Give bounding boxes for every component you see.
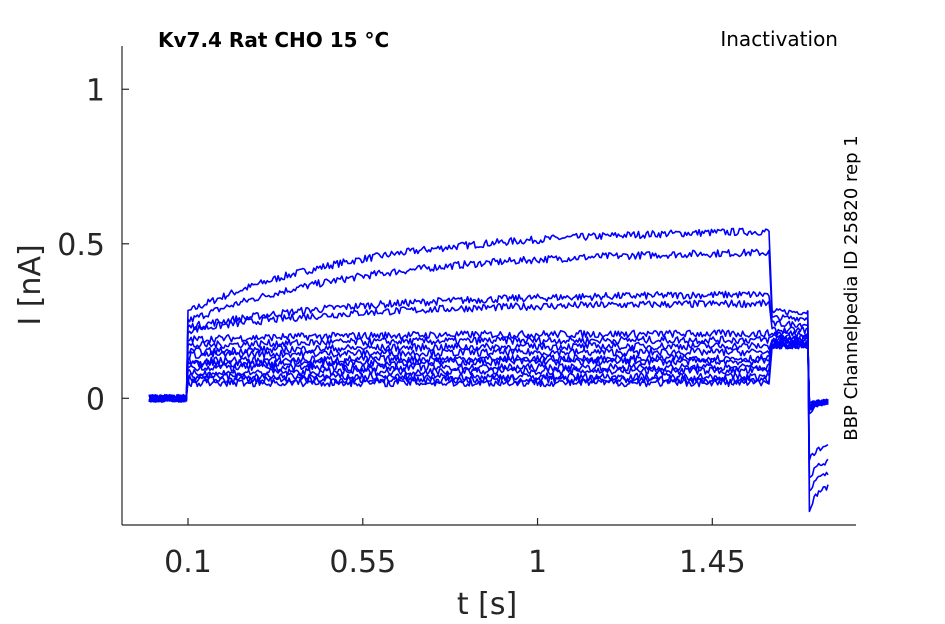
y-tick-label: 0 <box>86 382 105 417</box>
current-trace-4 <box>148 299 829 462</box>
x-tick-label: 1 <box>528 545 547 580</box>
traces <box>148 227 829 513</box>
y-tick-label: 1 <box>86 73 105 108</box>
current-trace-15 <box>148 342 829 407</box>
current-trace-7 <box>148 335 829 409</box>
chart-subtitle: Inactivation <box>720 27 838 51</box>
current-trace-1 <box>148 227 829 513</box>
x-tick-label: 1.45 <box>679 545 746 580</box>
x-axis-label: t [s] <box>457 587 517 622</box>
current-trace-3 <box>148 290 829 479</box>
chart-title: Kv7.4 Rat CHO 15 °C <box>158 28 389 52</box>
side-label: BBP Channelpedia ID 25820 rep 1 <box>841 135 862 440</box>
y-axis-label: I [nA] <box>13 244 48 325</box>
axes: 0.1 0.55 1 1.45 0 0.5 1 <box>57 46 856 580</box>
current-trace-5 <box>148 329 829 415</box>
x-tick-label: 0.55 <box>329 545 396 580</box>
current-trace-6 <box>148 333 829 411</box>
y-tick-label: 0.5 <box>57 228 105 263</box>
x-tick-label: 0.1 <box>164 545 212 580</box>
current-trace-8 <box>148 335 829 410</box>
current-trace-11 <box>148 339 829 407</box>
current-trace-2 <box>148 248 829 492</box>
